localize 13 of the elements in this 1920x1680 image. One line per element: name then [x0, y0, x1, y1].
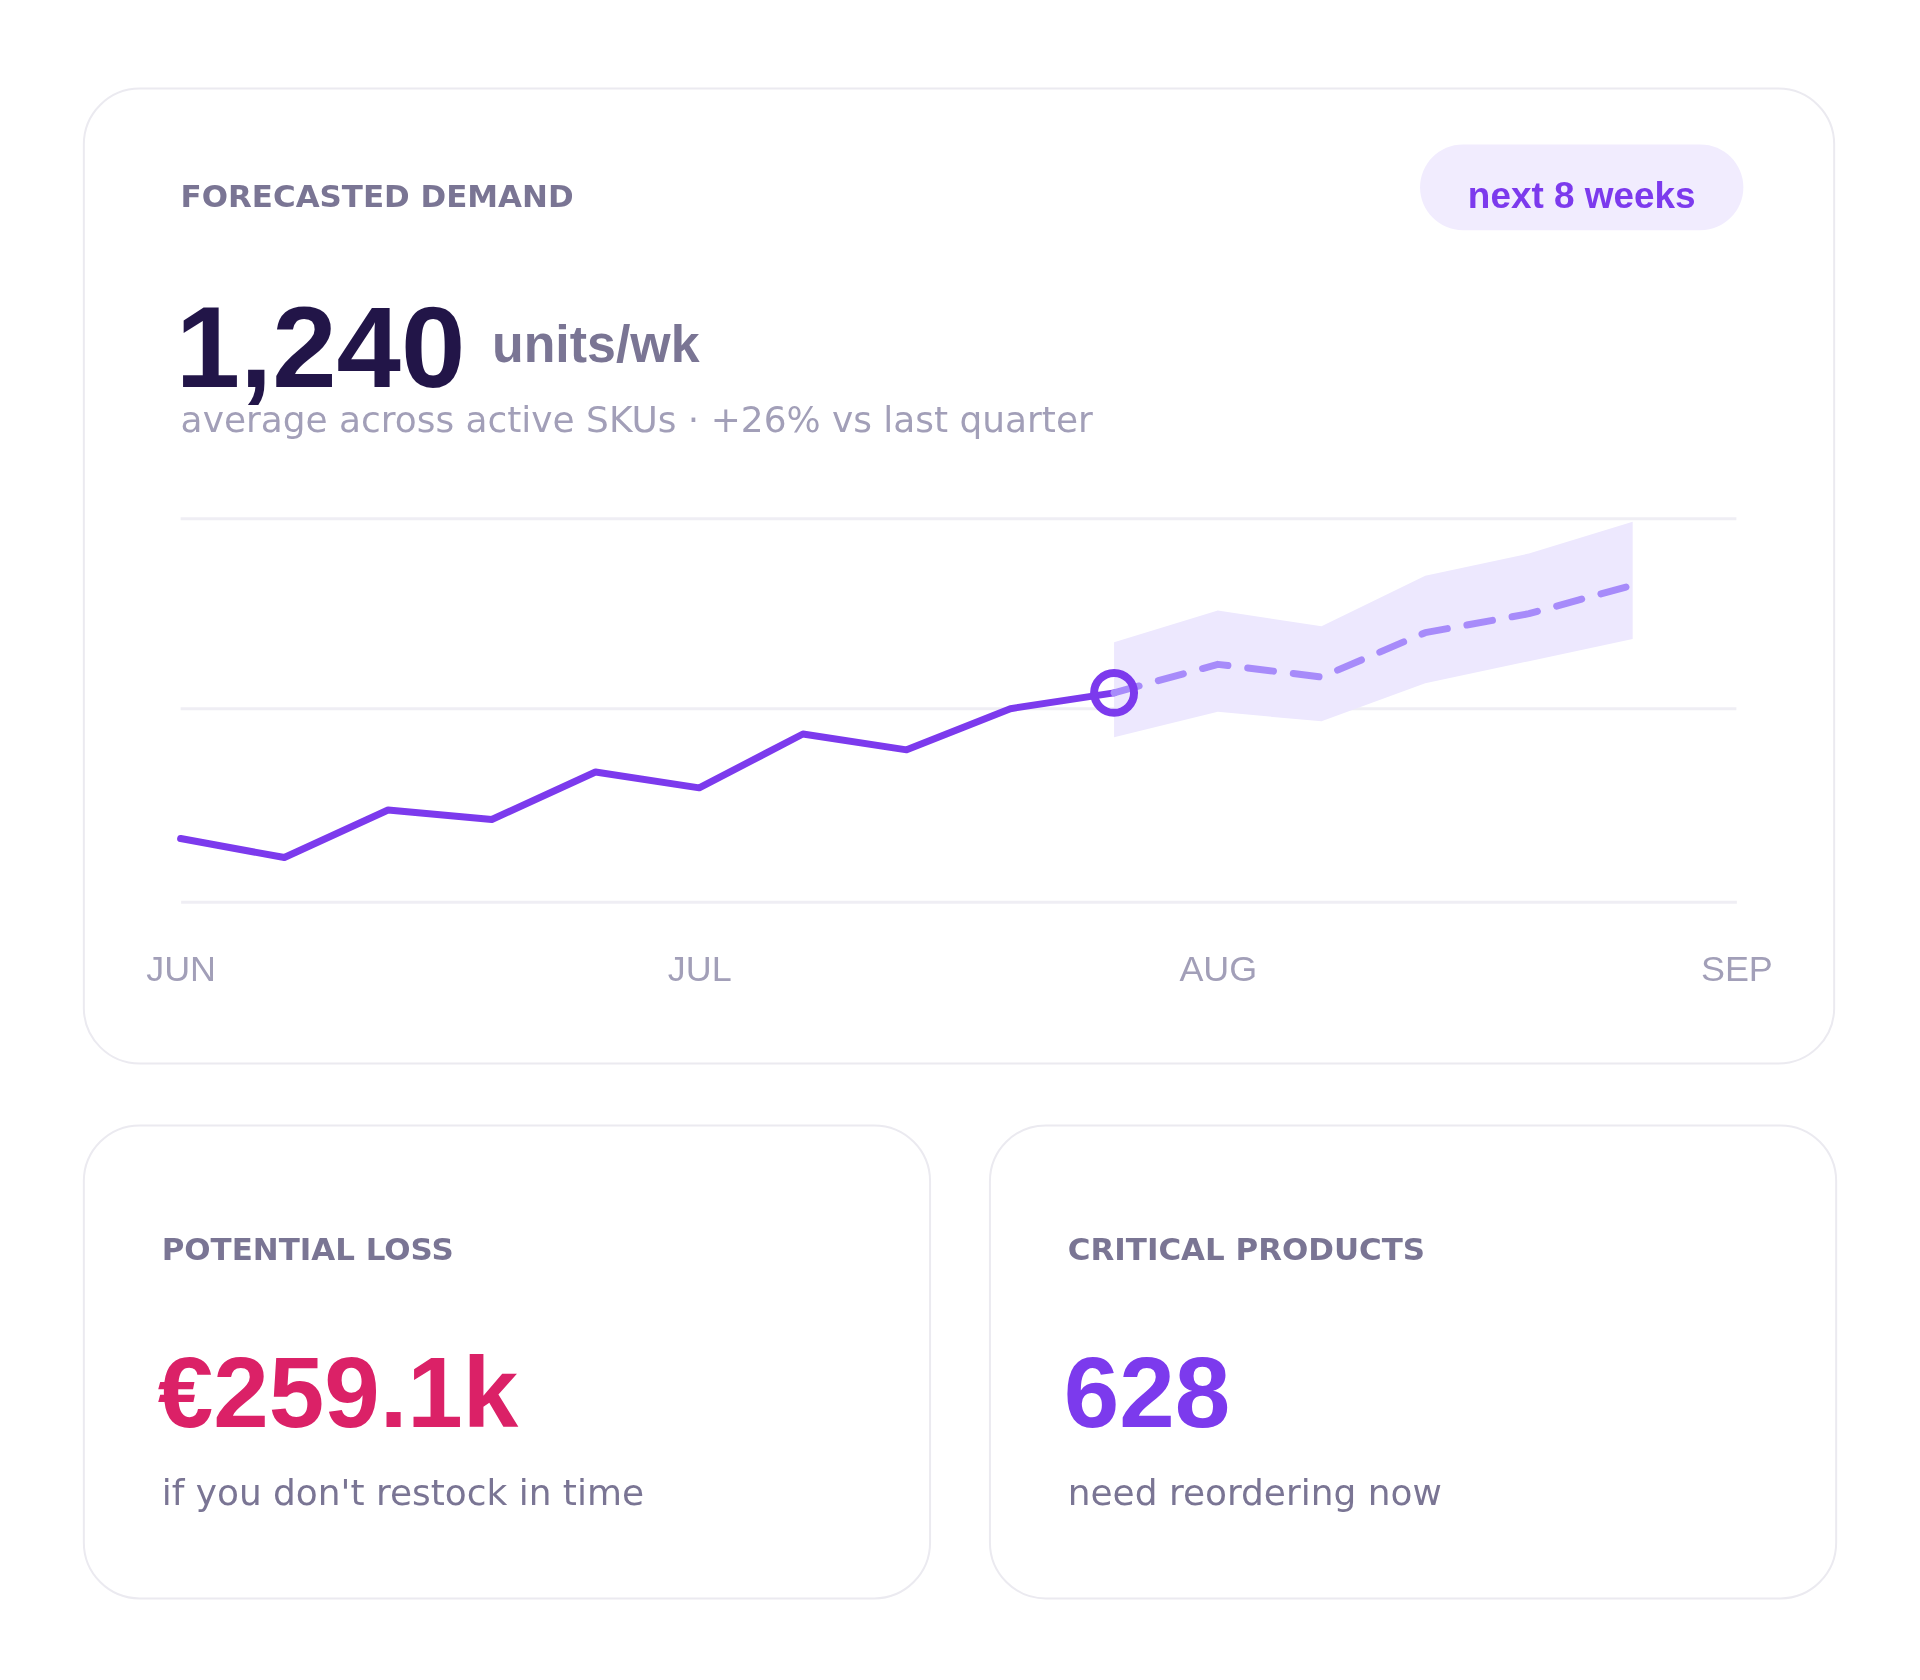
text: units/wk — [491, 314, 700, 373]
x-tick-label: JUN — [146, 948, 217, 990]
x-tick-label: AUG — [1179, 948, 1258, 990]
text: CRITICAL PRODUCTS — [1067, 1231, 1426, 1268]
x-tick-label: JUL — [667, 948, 732, 990]
text: next 8 weeks — [1467, 175, 1696, 217]
text: €259.1k — [157, 1336, 519, 1448]
x-tick-label: SEP — [1700, 948, 1773, 990]
chart-title: FORECASTED DEMAND — [180, 178, 574, 215]
text: POTENTIAL LOSS — [161, 1231, 454, 1268]
text: 628 — [1063, 1336, 1231, 1448]
text: if you don't restock in time — [161, 1471, 645, 1513]
text: need reordering now — [1067, 1471, 1442, 1513]
